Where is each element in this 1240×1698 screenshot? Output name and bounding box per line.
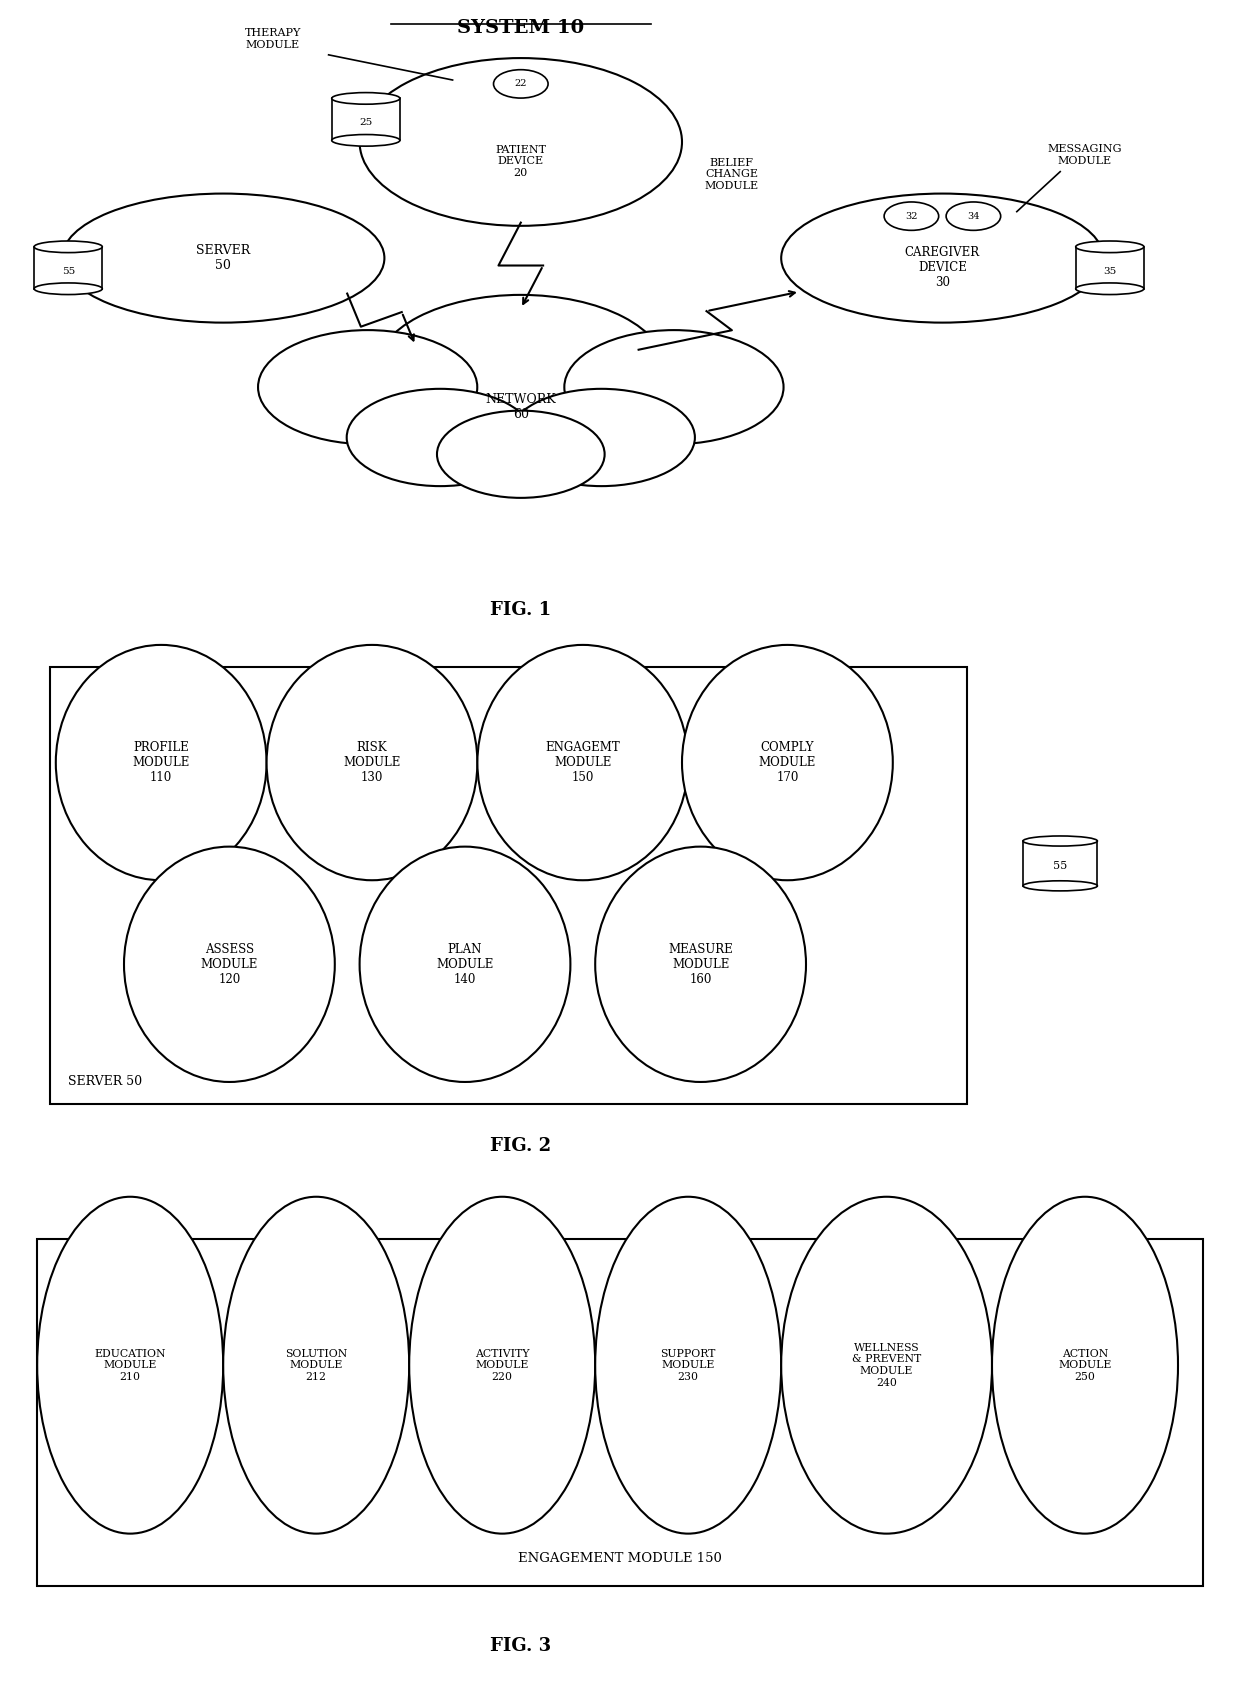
Ellipse shape [1023, 835, 1097, 846]
Ellipse shape [360, 58, 682, 226]
Ellipse shape [781, 1197, 992, 1533]
Ellipse shape [37, 1197, 223, 1533]
Ellipse shape [595, 847, 806, 1082]
Text: 55: 55 [1053, 861, 1068, 871]
Text: 25: 25 [360, 119, 372, 127]
Ellipse shape [781, 194, 1104, 323]
Ellipse shape [56, 645, 267, 880]
Ellipse shape [409, 1197, 595, 1533]
FancyBboxPatch shape [1076, 246, 1145, 289]
Ellipse shape [35, 284, 102, 294]
Text: MEASURE
MODULE
160: MEASURE MODULE 160 [668, 942, 733, 987]
Text: 35: 35 [1104, 267, 1116, 275]
Ellipse shape [1076, 284, 1143, 294]
FancyBboxPatch shape [1023, 841, 1097, 886]
Text: 32: 32 [905, 212, 918, 221]
Text: ENGAGEMT
MODULE
150: ENGAGEMT MODULE 150 [546, 740, 620, 784]
Text: CAREGIVER
DEVICE
30: CAREGIVER DEVICE 30 [905, 246, 980, 289]
Circle shape [258, 329, 477, 445]
Text: 22: 22 [515, 80, 527, 88]
Circle shape [494, 70, 548, 98]
Ellipse shape [682, 645, 893, 880]
FancyBboxPatch shape [331, 98, 399, 141]
Text: FIG. 3: FIG. 3 [490, 1637, 552, 1654]
Text: PLAN
MODULE
140: PLAN MODULE 140 [436, 942, 494, 987]
Text: RISK
MODULE
130: RISK MODULE 130 [343, 740, 401, 784]
Text: ACTIVITY
MODULE
220: ACTIVITY MODULE 220 [475, 1348, 529, 1382]
Ellipse shape [35, 241, 102, 253]
Ellipse shape [223, 1197, 409, 1533]
Ellipse shape [1023, 881, 1097, 891]
Text: PROFILE
MODULE
110: PROFILE MODULE 110 [133, 740, 190, 784]
Text: 34: 34 [967, 212, 980, 221]
Text: SYSTEM 10: SYSTEM 10 [458, 19, 584, 37]
Text: SERVER 50: SERVER 50 [68, 1075, 143, 1088]
Circle shape [508, 389, 694, 486]
Ellipse shape [331, 134, 399, 146]
Text: FIG. 1: FIG. 1 [490, 601, 552, 620]
Circle shape [564, 329, 784, 445]
Circle shape [884, 202, 939, 231]
Ellipse shape [360, 847, 570, 1082]
Ellipse shape [267, 645, 477, 880]
Ellipse shape [1076, 241, 1143, 253]
Circle shape [347, 389, 533, 486]
Ellipse shape [477, 645, 688, 880]
FancyBboxPatch shape [37, 1240, 1203, 1586]
Text: PATIENT
DEVICE
20: PATIENT DEVICE 20 [495, 144, 547, 178]
Text: NETWORK
60: NETWORK 60 [485, 392, 557, 421]
Text: ENGAGEMENT MODULE 150: ENGAGEMENT MODULE 150 [518, 1552, 722, 1566]
Ellipse shape [595, 1197, 781, 1533]
Text: FIG. 2: FIG. 2 [490, 1136, 552, 1155]
Text: SUPPORT
MODULE
230: SUPPORT MODULE 230 [661, 1348, 715, 1382]
Text: SERVER
50: SERVER 50 [196, 245, 250, 272]
Ellipse shape [992, 1197, 1178, 1533]
Text: SOLUTION
MODULE
212: SOLUTION MODULE 212 [285, 1348, 347, 1382]
Circle shape [946, 202, 1001, 231]
FancyBboxPatch shape [35, 246, 102, 289]
Ellipse shape [124, 847, 335, 1082]
Text: THERAPY
MODULE: THERAPY MODULE [244, 27, 301, 49]
Text: 55: 55 [62, 267, 74, 275]
Circle shape [436, 411, 605, 498]
Ellipse shape [331, 93, 399, 104]
Circle shape [376, 295, 666, 447]
Text: COMPLY
MODULE
170: COMPLY MODULE 170 [759, 740, 816, 784]
Text: ASSESS
MODULE
120: ASSESS MODULE 120 [201, 942, 258, 987]
Text: ACTION
MODULE
250: ACTION MODULE 250 [1058, 1348, 1112, 1382]
Text: EDUCATION
MODULE
210: EDUCATION MODULE 210 [94, 1348, 166, 1382]
Text: WELLNESS
& PREVENT
MODULE
240: WELLNESS & PREVENT MODULE 240 [852, 1343, 921, 1387]
Ellipse shape [62, 194, 384, 323]
Text: MESSAGING
MODULE: MESSAGING MODULE [1048, 144, 1122, 166]
FancyBboxPatch shape [50, 667, 967, 1104]
Text: BELIEF
CHANGE
MODULE: BELIEF CHANGE MODULE [704, 158, 759, 190]
